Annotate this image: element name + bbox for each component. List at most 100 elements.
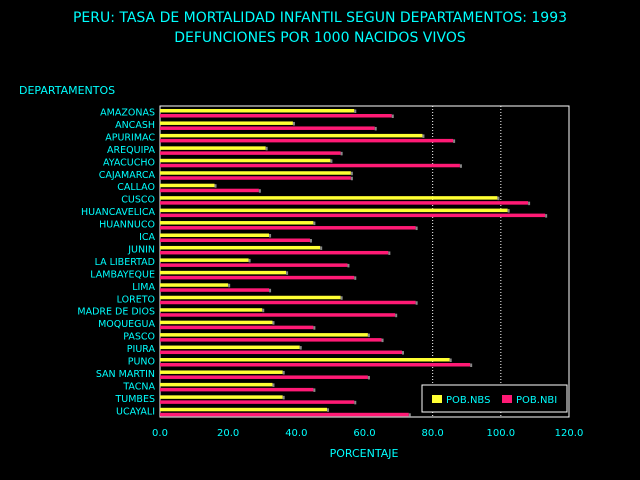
- bar-shadow: [262, 308, 265, 313]
- bar-nbs: [160, 395, 283, 399]
- category-label: APURIMAC: [105, 132, 155, 143]
- bar-nbs: [160, 295, 341, 300]
- bar-nbi: [160, 300, 416, 305]
- category-label: CALLAO: [117, 182, 155, 193]
- bar-shadow: [350, 176, 353, 181]
- bar-shadow: [313, 388, 316, 392]
- bar-nbs: [160, 183, 215, 188]
- bar-nbs: [160, 221, 314, 225]
- bar-nbs: [160, 308, 263, 312]
- bar-nbi: [160, 238, 310, 242]
- bar-shadow: [272, 383, 275, 387]
- bar-shadow: [354, 400, 357, 405]
- bar-shadow: [381, 338, 384, 343]
- bar-nbs: [160, 283, 229, 287]
- legend: POB.NBS POB.NBI: [421, 384, 568, 413]
- bar-shadow: [299, 346, 302, 350]
- legend-label-nbi: POB.NBI: [516, 395, 557, 406]
- bar-nbs: [160, 358, 450, 362]
- bar-nbs: [160, 245, 321, 250]
- bar-shadow: [415, 226, 418, 231]
- bar-nbi: [160, 114, 392, 118]
- x-tick-label: 60.0: [353, 428, 375, 439]
- bar-shadow: [415, 301, 418, 305]
- category-label: TACNA: [122, 381, 155, 392]
- bar-shadow: [258, 189, 261, 193]
- category-label: AREQUIPA: [107, 145, 155, 156]
- bar-nbs: [160, 345, 300, 350]
- bar-shadow: [453, 139, 456, 143]
- bar-nbi: [160, 288, 270, 292]
- bar-shadow: [422, 134, 425, 138]
- category-label: JUNIN: [127, 244, 155, 255]
- category-label: LA LIBERTAD: [95, 257, 155, 268]
- bar-nbi: [160, 263, 348, 267]
- chart-subtitle: DEFUNCIONES POR 1000 NACIDOS VIVOS: [174, 30, 466, 46]
- bar-nbi: [160, 338, 382, 342]
- bar-nbs: [160, 109, 355, 113]
- legend-box: [421, 384, 568, 413]
- bar-shadow: [354, 276, 357, 280]
- bar-shadow: [313, 221, 316, 226]
- bar-nbi: [160, 151, 341, 155]
- category-label: CUSCO: [121, 195, 155, 206]
- bar-nbs: [160, 121, 293, 125]
- bar-nbi: [160, 325, 314, 330]
- bar-nbi: [160, 412, 409, 417]
- category-label: LORETO: [117, 294, 155, 305]
- bar-nbi: [160, 313, 396, 317]
- category-label: MADRE DE DIOS: [77, 307, 155, 318]
- bar-shadow: [507, 209, 510, 213]
- bar-nbi: [160, 176, 351, 180]
- bar-shadow: [269, 234, 272, 238]
- category-label: PUNO: [128, 357, 155, 368]
- x-tick-label: 20.0: [217, 428, 239, 439]
- bar-shadow: [350, 171, 353, 176]
- bar-nbi: [160, 250, 389, 255]
- bar-nbs: [160, 270, 287, 275]
- x-tick-label: 40.0: [285, 428, 307, 439]
- bar-shadow: [388, 251, 391, 255]
- category-label: SAN MARTIN: [96, 369, 155, 380]
- category-label: LAMBAYEQUE: [90, 269, 155, 280]
- legend-label-nbs: POB.NBS: [446, 395, 490, 406]
- bar-nbs: [160, 208, 508, 213]
- bar-nbi: [160, 213, 546, 218]
- bar-nbs: [160, 158, 331, 163]
- bar-shadow: [408, 413, 411, 417]
- bar-shadow: [354, 109, 357, 113]
- bar-shadow: [265, 146, 268, 151]
- x-tick-label: 100.0: [487, 428, 516, 439]
- bar-nbs: [160, 333, 368, 337]
- bar-shadow: [340, 296, 343, 300]
- bar-nbi: [160, 163, 460, 168]
- bar-shadow: [248, 258, 251, 263]
- bar-nbi: [160, 400, 355, 404]
- category-label: AMAZONAS: [100, 108, 155, 119]
- bar-shadow: [367, 333, 370, 338]
- bar-shadow: [309, 239, 312, 243]
- bar-shadow: [374, 126, 377, 131]
- category-label: PIURA: [127, 344, 156, 355]
- bar-shadow: [214, 184, 217, 188]
- bar-shadow: [330, 159, 333, 163]
- bar-nbi: [160, 226, 416, 230]
- bar-nbs: [160, 133, 423, 138]
- bar-shadow: [282, 395, 285, 400]
- category-label: PASCO: [123, 332, 155, 343]
- bar-shadow: [395, 313, 398, 318]
- bar-nbi: [160, 387, 314, 392]
- category-label: LIMA: [132, 282, 155, 293]
- x-axis-title: PORCENTAJE: [330, 447, 399, 460]
- bar-shadow: [497, 196, 500, 201]
- bar-nbi: [160, 138, 454, 143]
- category-label: ICA: [139, 232, 155, 243]
- bar-shadow: [228, 283, 231, 288]
- bar-shadow: [340, 151, 343, 156]
- category-label: MOQUEGUA: [98, 319, 155, 330]
- bar-shadow: [272, 321, 275, 325]
- bar-shadow: [449, 358, 452, 362]
- bar-nbi: [160, 126, 375, 130]
- bar-nbs: [160, 258, 249, 262]
